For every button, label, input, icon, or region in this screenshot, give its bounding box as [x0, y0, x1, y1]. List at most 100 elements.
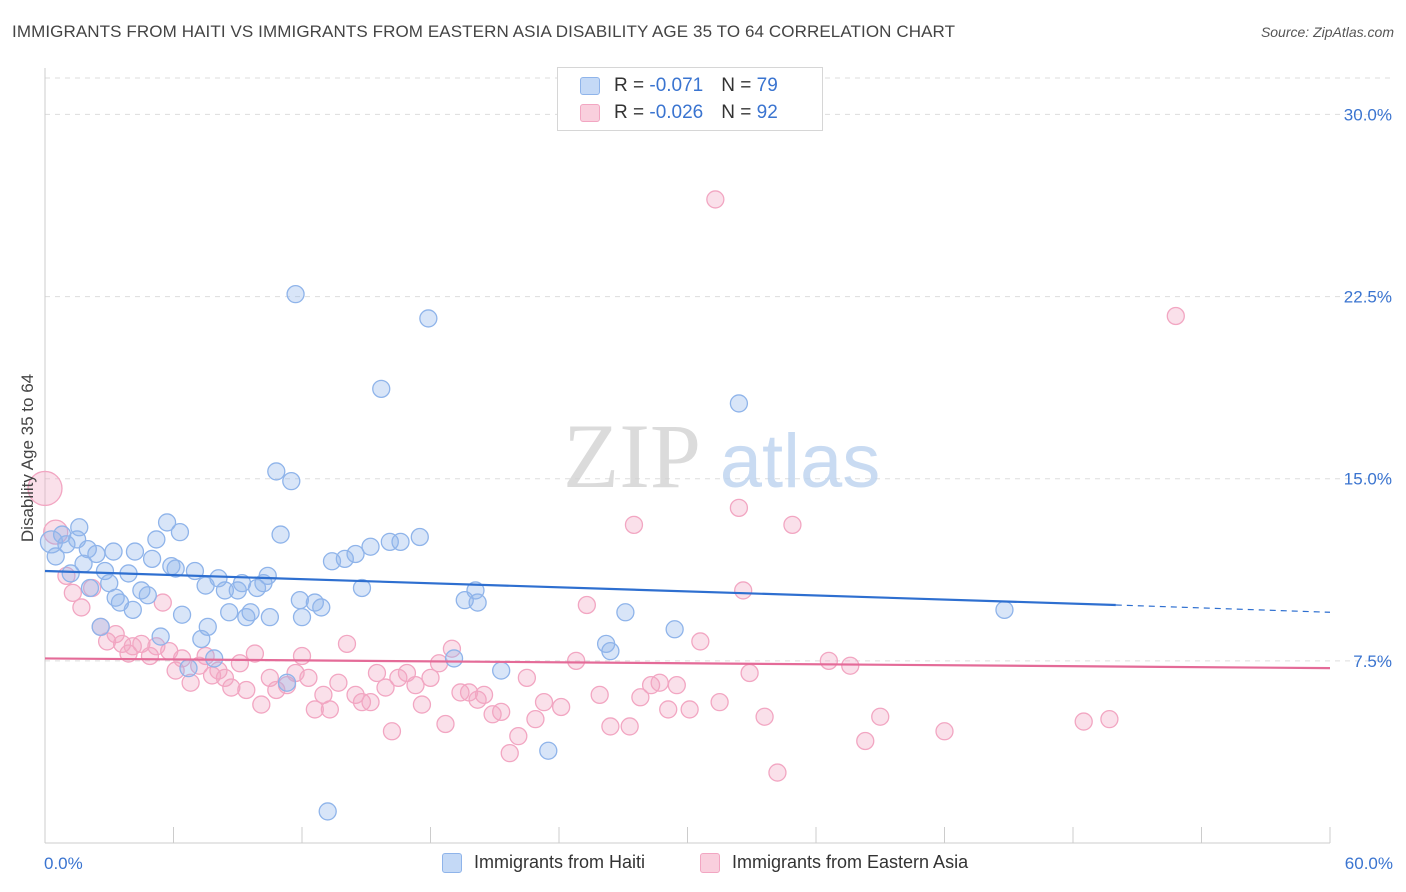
- haiti-point: [410, 527, 429, 547]
- haiti-point: [46, 547, 65, 566]
- haiti-point: [282, 471, 301, 491]
- haiti-n-value: 79: [756, 75, 778, 96]
- asia-point: [237, 680, 256, 700]
- bottom-legend-haiti: Immigrants from Haiti: [442, 852, 645, 873]
- asia-n-value: 92: [756, 102, 778, 123]
- haiti-point: [312, 598, 331, 617]
- asia-point: [361, 692, 380, 712]
- haiti-point: [215, 581, 235, 600]
- haiti-point: [172, 605, 192, 624]
- haiti-point: [372, 379, 391, 399]
- legend-row-haiti: R = -0.071 N = 79: [580, 74, 778, 98]
- asia-point: [667, 675, 686, 695]
- haiti-point: [142, 549, 162, 569]
- asia-point: [63, 583, 82, 603]
- haiti-r-label: R =: [614, 75, 650, 96]
- asia-point: [389, 668, 408, 688]
- asia-point: [680, 700, 699, 719]
- asia-point: [27, 470, 63, 507]
- haiti-point: [539, 741, 558, 760]
- asia-point: [406, 675, 425, 695]
- asia-point: [500, 743, 519, 763]
- asia-point: [601, 717, 620, 736]
- asia-point: [526, 709, 545, 729]
- asia-point: [783, 515, 802, 535]
- haiti-point: [198, 617, 217, 637]
- asia-series: [27, 190, 1185, 782]
- asia-point: [755, 707, 774, 726]
- asia-r-value: -0.026: [649, 102, 704, 123]
- haiti-series: [39, 284, 1014, 821]
- watermark-zip: ZIP: [563, 405, 701, 507]
- haiti-r-value: -0.071: [649, 75, 704, 96]
- chart-title: IMMIGRANTS FROM HAITI VS IMMIGRANTS FROM…: [12, 22, 956, 41]
- y-tick-label: 22.5%: [1344, 288, 1392, 307]
- haiti-point: [286, 284, 305, 304]
- asia-point: [382, 722, 402, 741]
- asia-point: [534, 692, 554, 712]
- haiti-point: [277, 673, 297, 692]
- haiti-point: [380, 532, 399, 552]
- asia-point: [659, 700, 678, 719]
- bottom-asia-label: Immigrants from Eastern Asia: [732, 852, 969, 872]
- haiti-point: [80, 578, 100, 598]
- correlation-legend: R = -0.071 N = 79 R = -0.026 N = 92: [557, 67, 823, 131]
- haiti-trend-extension: [1115, 604, 1331, 613]
- haiti-point: [729, 394, 749, 413]
- haiti-point: [138, 586, 157, 605]
- asia-point: [346, 685, 365, 705]
- asia-n-label: N =: [721, 102, 757, 123]
- x-tick-label-min: 0.0%: [44, 854, 83, 873]
- asia-point: [421, 668, 440, 688]
- asia-point: [153, 593, 172, 612]
- haiti-point: [61, 564, 80, 583]
- haiti-point: [260, 607, 280, 627]
- haiti-swatch: [580, 77, 600, 95]
- asia-point: [245, 644, 265, 663]
- bottom-haiti-label: Immigrants from Haiti: [474, 852, 646, 872]
- haiti-point: [57, 535, 76, 554]
- haiti-point: [444, 649, 464, 668]
- asia-point: [215, 668, 235, 688]
- asia-swatch: [580, 104, 600, 122]
- asia-point: [631, 688, 650, 707]
- asia-point: [551, 697, 571, 717]
- haiti-point: [335, 549, 354, 569]
- haiti-point: [39, 530, 64, 554]
- asia-point: [740, 663, 759, 683]
- asia-point: [337, 634, 357, 654]
- asia-point: [620, 717, 639, 736]
- asia-point: [292, 646, 312, 666]
- haiti-point: [352, 578, 372, 598]
- asia-point: [436, 714, 455, 734]
- haiti-point: [157, 513, 177, 532]
- asia-point: [252, 695, 271, 714]
- asia-point: [566, 651, 586, 671]
- y-tick-label: 15.0%: [1344, 470, 1392, 489]
- asia-point: [624, 515, 644, 535]
- haiti-point: [166, 559, 185, 578]
- asia-point: [590, 685, 609, 705]
- haiti-point: [170, 522, 190, 542]
- asia-point: [691, 632, 710, 651]
- haiti-point: [318, 802, 337, 821]
- haiti-point: [292, 607, 312, 627]
- bottom-legend-asia: Immigrants from Eastern Asia: [700, 852, 968, 873]
- haiti-point: [290, 590, 310, 610]
- asia-point: [222, 678, 241, 697]
- asia-point: [320, 700, 339, 719]
- haiti-point: [361, 537, 380, 556]
- asia-point: [710, 692, 729, 712]
- y-axis-label: Disability Age 35 to 64: [18, 374, 37, 542]
- legend-row-asia: R = -0.026 N = 92: [580, 101, 778, 125]
- asia-point: [299, 668, 318, 688]
- asia-point: [412, 695, 432, 714]
- y-tick-label: 30.0%: [1344, 105, 1392, 124]
- haiti-point: [104, 542, 123, 561]
- asia-point: [230, 654, 250, 673]
- haiti-point: [391, 532, 410, 552]
- haiti-point: [87, 544, 106, 564]
- asia-point: [190, 656, 209, 675]
- bottom-haiti-swatch: [442, 852, 462, 873]
